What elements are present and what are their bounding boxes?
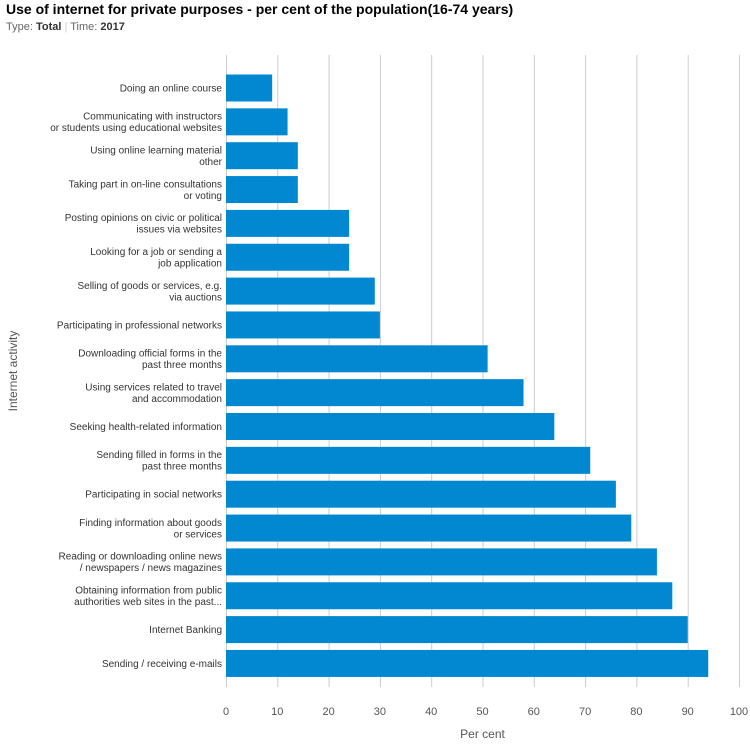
category-label: Participating in professional networks <box>57 320 222 331</box>
bar <box>226 616 688 644</box>
category-label: Communicating with instructors or student… <box>50 112 222 135</box>
bar <box>226 514 632 542</box>
category-label: Downloading official forms in the past th… <box>78 349 222 372</box>
category-label: Reading or downloading online news / news… <box>59 552 222 575</box>
bar <box>226 176 298 204</box>
bar <box>226 209 350 237</box>
bar <box>226 243 350 271</box>
x-tick-label: 60 <box>528 706 540 718</box>
time-value: 2017 <box>100 21 125 33</box>
x-axis-title: Per cent <box>460 727 505 741</box>
bar <box>226 74 273 102</box>
bar <box>226 142 298 170</box>
time-label: Time: <box>70 21 98 33</box>
category-label: Obtaining information from public authori… <box>74 586 222 609</box>
category-label: Posting opinions on civic or political is… <box>65 213 222 236</box>
bar <box>226 379 524 407</box>
bar <box>226 582 673 610</box>
x-tick-label: 80 <box>630 706 642 718</box>
category-label: Doing an online course <box>120 84 223 95</box>
chart-subtitle: Type: Total | Time: 2017 <box>6 21 125 33</box>
bar <box>226 311 380 339</box>
x-tick-label: 20 <box>322 706 334 718</box>
type-value: Total <box>35 21 62 33</box>
y-axis-title: Internet activity <box>6 331 20 412</box>
x-tick-label: 50 <box>476 706 488 718</box>
category-label: Finding information about goods or servic… <box>79 518 222 541</box>
x-tick-label: 70 <box>579 706 591 718</box>
bar <box>226 548 657 576</box>
category-label: Sending / receiving e-mails <box>102 659 222 670</box>
x-tick-label: 40 <box>425 706 437 718</box>
x-tick-label: 0 <box>223 706 229 718</box>
bar <box>226 277 375 305</box>
bar <box>226 108 288 136</box>
category-label: Using services related to travel and acco… <box>85 382 222 405</box>
chart-title: Use of internet for private purposes - p… <box>6 1 514 17</box>
bar <box>226 480 616 508</box>
category-label: Looking for a job or sending a job applic… <box>90 247 222 270</box>
category-label: Internet Banking <box>149 625 222 636</box>
type-label: Type: <box>6 21 33 33</box>
category-label: Participating in social networks <box>85 490 222 501</box>
bar <box>226 446 591 474</box>
category-label: Taking part in on-line consultations or v… <box>69 179 222 202</box>
category-label: Sending filled in forms in the past three… <box>96 450 222 473</box>
bar <box>226 649 709 677</box>
x-tick-label: 10 <box>271 706 283 718</box>
bar <box>226 345 488 373</box>
x-tick-label: 30 <box>374 706 386 718</box>
bar <box>226 413 555 440</box>
category-label: Using online learning material other <box>90 145 222 168</box>
x-tick-label: 90 <box>682 706 694 718</box>
category-label: Selling of goods or services, e.g. via au… <box>77 281 222 304</box>
subtitle-separator: | <box>64 21 68 33</box>
x-tick-label: 100 <box>730 706 748 718</box>
category-label: Seeking health-related information <box>70 422 222 433</box>
